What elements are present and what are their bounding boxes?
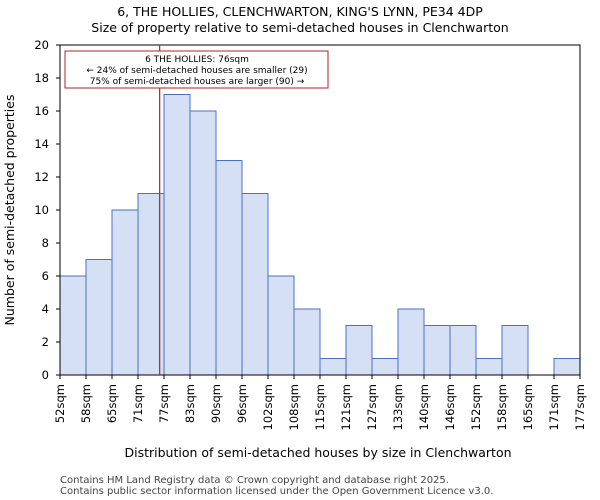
y-tick-label: 2 bbox=[42, 335, 49, 349]
y-tick-label: 8 bbox=[42, 236, 49, 250]
bar-102sqm bbox=[267, 275, 295, 376]
y-tick-label: 16 bbox=[34, 104, 49, 118]
x-tick-label: 121sqm bbox=[339, 384, 353, 430]
y-tick-label: 6 bbox=[42, 269, 49, 283]
x-tick-label: 96sqm bbox=[235, 384, 249, 423]
bar-90sqm bbox=[215, 160, 243, 376]
footer-line-1: Contains HM Land Registry data © Crown c… bbox=[60, 475, 449, 486]
x-tick-label: 152sqm bbox=[469, 384, 483, 430]
bars bbox=[59, 94, 581, 376]
footer-line-2: Contains public sector information licen… bbox=[60, 486, 493, 497]
bar-115sqm bbox=[319, 358, 347, 376]
x-tick-label: 127sqm bbox=[365, 384, 379, 430]
y-tick-label: 20 bbox=[34, 38, 49, 52]
x-tick-label: 65sqm bbox=[105, 384, 119, 423]
y-tick-label: 18 bbox=[34, 71, 49, 85]
bar-158sqm bbox=[501, 325, 529, 376]
x-tick-label: 83sqm bbox=[183, 384, 197, 423]
x-tick-label: 146sqm bbox=[443, 384, 457, 430]
bar-96sqm bbox=[241, 193, 269, 376]
bar-108sqm bbox=[293, 308, 321, 376]
bar-152sqm bbox=[475, 358, 503, 376]
x-tick-label: 58sqm bbox=[79, 384, 93, 423]
bar-140sqm bbox=[423, 325, 451, 376]
x-tick-label: 177sqm bbox=[573, 384, 587, 430]
x-tick-label: 77sqm bbox=[157, 384, 171, 423]
x-tick-label: 102sqm bbox=[261, 384, 275, 430]
bar-146sqm bbox=[449, 325, 477, 376]
x-tick-label: 133sqm bbox=[391, 384, 405, 430]
x-tick-label: 71sqm bbox=[131, 384, 145, 423]
y-tick-label: 10 bbox=[34, 203, 49, 217]
x-tick-label: 115sqm bbox=[313, 384, 327, 430]
bar-121sqm bbox=[345, 325, 373, 376]
plot-frame bbox=[59, 44, 581, 376]
y-tick-label: 4 bbox=[42, 302, 49, 316]
chart-title: 6, THE HOLLIES, CLENCHWARTON, KING'S LYN… bbox=[117, 4, 483, 19]
annotation-line-2: ← 24% of semi-detached houses are smalle… bbox=[86, 66, 307, 76]
bar-127sqm bbox=[371, 358, 399, 376]
y-axis-ticks: 0 2 4 6 8 10 12 14 16 18 20 bbox=[34, 38, 60, 382]
x-tick-label: 90sqm bbox=[209, 384, 223, 423]
bar-133sqm bbox=[397, 308, 425, 376]
bar-65sqm bbox=[111, 209, 139, 376]
x-tick-label: 158sqm bbox=[495, 384, 509, 430]
bar-58sqm bbox=[85, 259, 113, 376]
x-tick-label: 165sqm bbox=[521, 384, 535, 430]
chart-subtitle: Size of property relative to semi-detach… bbox=[91, 20, 508, 35]
bar-83sqm bbox=[189, 110, 217, 376]
x-tick-label: 140sqm bbox=[417, 384, 431, 430]
y-tick-label: 0 bbox=[42, 368, 49, 382]
x-tick-label: 52sqm bbox=[53, 384, 67, 423]
x-tick-label: 108sqm bbox=[287, 384, 301, 430]
x-axis-label: Distribution of semi-detached houses by … bbox=[124, 445, 511, 460]
annotation-border bbox=[64, 50, 329, 89]
bar-77sqm bbox=[163, 94, 191, 376]
bar-52sqm bbox=[59, 275, 87, 376]
annotation-box: 6 THE HOLLIES: 76sqm ← 24% of semi-detac… bbox=[64, 50, 329, 89]
bar-171sqm bbox=[553, 358, 581, 376]
y-tick-label: 14 bbox=[34, 137, 49, 151]
y-tick-label: 12 bbox=[34, 170, 49, 184]
x-axis-ticks: 52sqm 58sqm 65sqm 71sqm 77sqm 83sqm 90sqm 96sqm… bbox=[53, 375, 587, 430]
x-tick-label: 171sqm bbox=[547, 384, 561, 430]
y-axis-label: Number of semi-detached properties bbox=[2, 95, 17, 326]
annotation-line-1: 6 THE HOLLIES: 76sqm bbox=[145, 55, 249, 65]
annotation-line-3: 75% of semi-detached houses are larger (… bbox=[90, 77, 305, 87]
